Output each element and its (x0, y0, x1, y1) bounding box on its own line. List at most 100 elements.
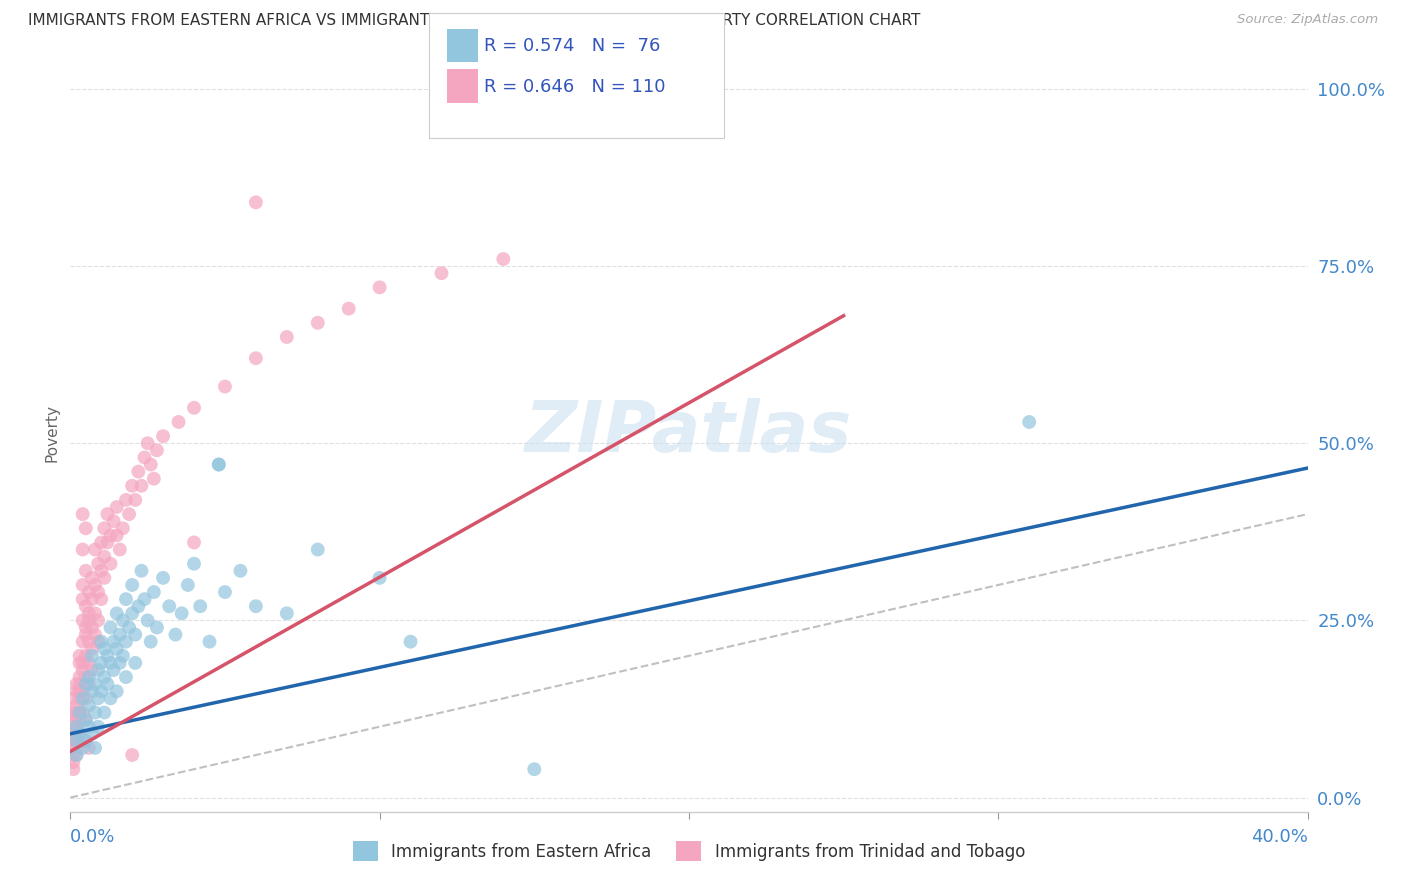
Point (111, 614, 134, 628)
Point (84, 627, 107, 641)
Text: 0.0%: 0.0% (70, 828, 115, 847)
Point (69, 656, 91, 670)
Point (103, 514, 125, 528)
Point (229, 564, 252, 578)
Point (62, 734, 84, 748)
Point (118, 620, 141, 634)
Text: 40.0%: 40.0% (1251, 828, 1308, 847)
Point (77, 585, 100, 599)
Point (115, 592, 138, 607)
Point (188, 599, 211, 614)
Point (245, 195, 267, 210)
Point (75, 564, 97, 578)
Point (87, 720, 110, 734)
Point (65, 677, 87, 691)
Point (62, 755, 84, 769)
Point (87, 557, 110, 571)
Point (72, 614, 94, 628)
Point (93, 571, 115, 585)
Point (245, 599, 267, 614)
Point (77, 607, 100, 621)
Text: R = 0.646   N = 110: R = 0.646 N = 110 (484, 78, 665, 95)
Point (75, 734, 97, 748)
Point (103, 663, 125, 677)
Point (77, 656, 100, 670)
Point (121, 747, 143, 762)
Point (77, 670, 100, 684)
Point (1018, 415, 1040, 429)
Point (62, 720, 84, 734)
Point (100, 656, 122, 670)
Point (80, 641, 103, 656)
Point (93, 706, 115, 720)
Point (115, 634, 138, 648)
Point (96, 648, 118, 663)
Point (157, 599, 180, 614)
Point (96, 677, 118, 691)
Y-axis label: Poverty: Poverty (44, 403, 59, 462)
Point (84, 677, 107, 691)
Point (62, 762, 84, 776)
Point (75, 620, 97, 634)
Point (65, 727, 87, 741)
Point (115, 670, 138, 684)
Point (75, 677, 97, 691)
Point (214, 585, 236, 599)
Point (65, 747, 87, 762)
Point (214, 379, 236, 393)
Point (90, 564, 112, 578)
Point (121, 479, 143, 493)
Point (368, 280, 391, 294)
Point (65, 747, 87, 762)
Point (75, 734, 97, 748)
Point (111, 521, 134, 535)
Point (430, 266, 453, 280)
Point (65, 720, 87, 734)
Point (115, 492, 138, 507)
Point (399, 634, 422, 648)
Point (62, 747, 84, 762)
Point (183, 535, 205, 549)
Point (108, 627, 131, 641)
Point (96, 535, 118, 549)
Point (124, 656, 146, 670)
Point (131, 564, 153, 578)
Point (93, 670, 115, 684)
Point (276, 607, 298, 621)
Point (492, 252, 515, 266)
Point (72, 507, 94, 521)
Point (100, 691, 122, 706)
Point (80, 592, 103, 607)
Point (208, 458, 231, 472)
Point (75, 599, 97, 614)
Point (87, 585, 110, 599)
Point (131, 479, 153, 493)
Point (134, 450, 156, 465)
Point (75, 691, 97, 706)
Point (87, 663, 110, 677)
Point (90, 634, 112, 648)
Point (368, 571, 391, 585)
Point (118, 507, 141, 521)
Point (80, 648, 103, 663)
Point (87, 614, 110, 628)
Point (127, 465, 149, 479)
Point (127, 599, 149, 614)
Point (93, 549, 115, 564)
Point (146, 620, 169, 634)
Text: IMMIGRANTS FROM EASTERN AFRICA VS IMMIGRANTS FROM TRINIDAD AND TOBAGO POVERTY CO: IMMIGRANTS FROM EASTERN AFRICA VS IMMIGR… (28, 13, 921, 29)
Point (62, 741, 84, 756)
Point (105, 641, 128, 656)
Point (146, 443, 169, 458)
Point (152, 571, 174, 585)
Point (69, 648, 91, 663)
Point (65, 734, 87, 748)
Point (65, 734, 87, 748)
Point (72, 741, 94, 756)
Point (337, 301, 360, 316)
Point (69, 670, 91, 684)
Point (75, 648, 97, 663)
Point (69, 727, 91, 741)
Point (307, 542, 329, 557)
Point (65, 741, 87, 756)
